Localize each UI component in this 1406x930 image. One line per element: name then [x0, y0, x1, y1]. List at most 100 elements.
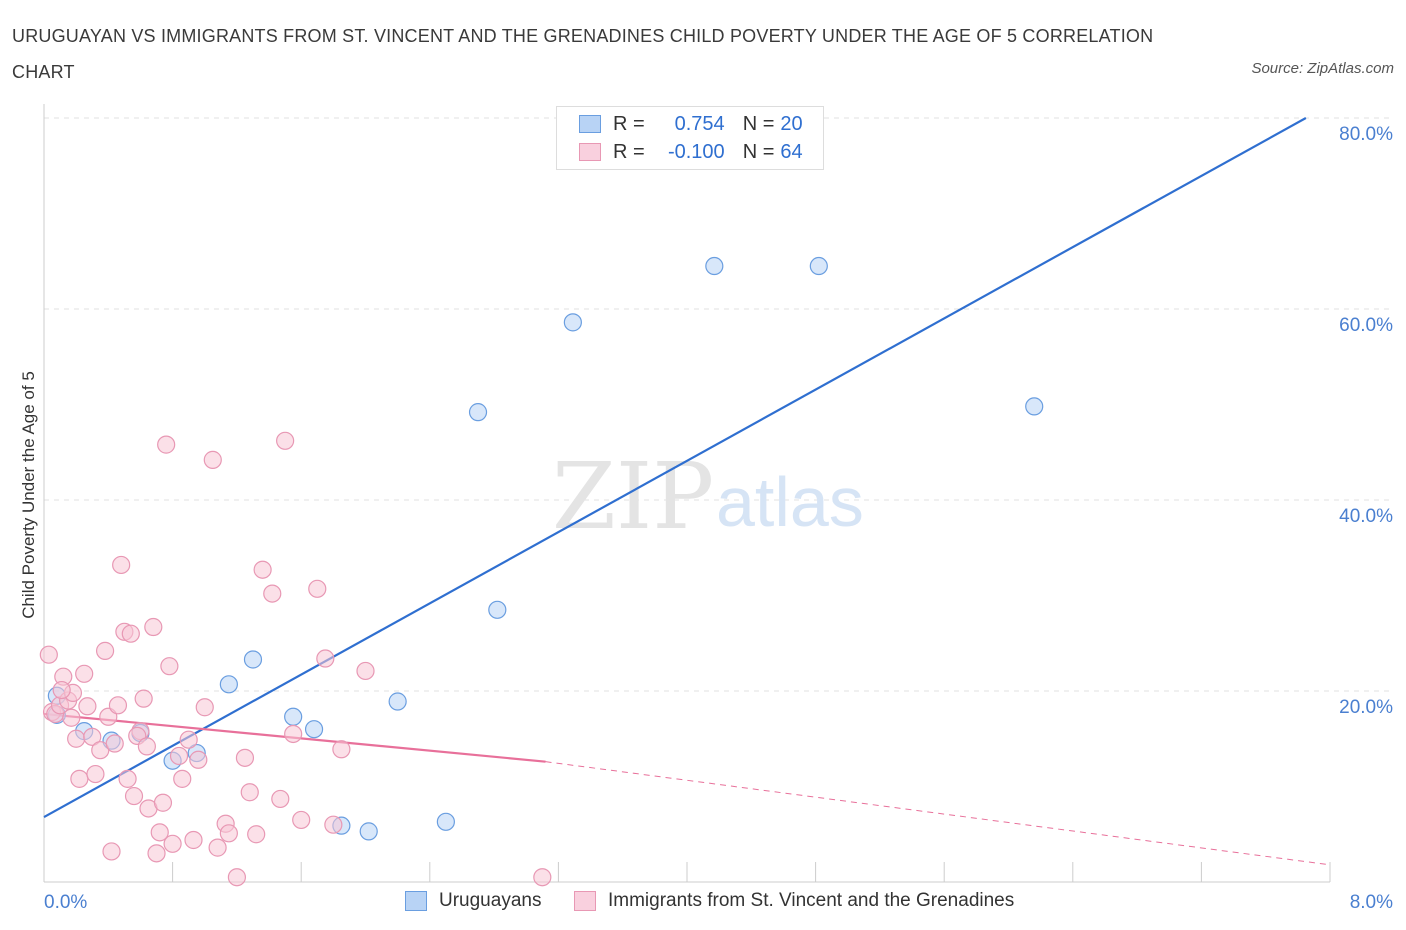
immigrants-point [108, 696, 128, 715]
immigrants-point [163, 834, 182, 853]
legend-swatch-pink [579, 143, 601, 161]
immigrants-point [62, 708, 81, 727]
immigrants-point [227, 868, 246, 887]
immigrants-point [137, 737, 156, 756]
series-legend-uruguayans[interactable]: Uruguayans [405, 890, 541, 912]
chart-title: URUGUAYAN VS IMMIGRANTS FROM ST. VINCENT… [12, 26, 1154, 82]
y-tick-label: 40.0% [1339, 506, 1393, 527]
uruguayans-point [436, 812, 455, 831]
immigrants-point [271, 789, 290, 809]
legend-r-label: R = [613, 140, 645, 163]
immigrants-point [124, 786, 144, 806]
uruguayans-point [468, 403, 488, 422]
legend-r-value: 0.754 [674, 112, 725, 135]
immigrants-point [78, 697, 97, 716]
immigrants-point [324, 815, 343, 834]
legend-row-immigrants: R = -0.100 N = 64 [579, 138, 803, 166]
immigrants-point [189, 750, 208, 769]
immigrants-point [276, 431, 295, 450]
source-label: Source: ZipAtlas.com [1251, 60, 1394, 77]
uruguayans-point [359, 822, 378, 841]
immigrants-point [179, 730, 198, 749]
uruguayans-point [563, 313, 582, 332]
uruguayans-point [488, 600, 507, 619]
series-swatch-pink [574, 891, 596, 911]
series-label-immigrants: Immigrants from St. Vincent and the Gren… [608, 890, 1015, 911]
legend-swatch-blue [579, 115, 601, 133]
immigrants-point [83, 727, 102, 746]
uruguayans-point [388, 692, 407, 711]
immigrants-point [316, 649, 335, 668]
immigrants-point [86, 764, 105, 784]
uruguayans-point [1025, 397, 1044, 416]
immigrants-point [208, 838, 227, 857]
watermark-atlas: atlas [716, 463, 864, 541]
uruguayans-point [219, 675, 238, 694]
immigrants-point [195, 698, 214, 717]
legend-n-label: N = [742, 112, 775, 135]
series-swatch-blue [405, 891, 427, 911]
tick-labels: 20.0% 40.0% 60.0% 80.0% 0.0% 8.0% [44, 124, 1393, 913]
immigrants-point [533, 868, 552, 887]
immigrants-point [102, 842, 121, 861]
watermark: ZIP atlas [552, 443, 864, 550]
x-tick-label: 8.0% [1350, 892, 1393, 913]
immigrants-point [134, 689, 153, 708]
legend-r-value: -0.100 [667, 140, 725, 163]
immigrants-point [153, 793, 173, 812]
immigrants-point [95, 641, 115, 660]
grid-lines [44, 117, 1394, 692]
immigrants-point [52, 680, 71, 700]
immigrants-point [235, 748, 255, 767]
series-legend-immigrants[interactable]: Immigrants from St. Vincent and the Gren… [574, 890, 1014, 912]
uruguayans-point [304, 720, 324, 739]
immigrants-point [247, 825, 266, 844]
y-axis-label: Child Poverty Under the Age of 5 [19, 371, 38, 619]
immigrants-point [112, 555, 131, 575]
uruguayans-trendline [43, 117, 1307, 819]
immigrants-point [240, 783, 259, 802]
legend-n-value: 64 [780, 140, 803, 163]
immigrants-point [263, 584, 282, 603]
immigrants-point [75, 664, 94, 683]
immigrants-point [169, 746, 189, 766]
immigrants-point [292, 810, 311, 830]
axes [43, 104, 1331, 883]
immigrants-point [39, 645, 58, 664]
legend-r-label: R = [613, 112, 645, 135]
immigrants-point [67, 729, 86, 748]
immigrants-point [70, 769, 89, 788]
legend-row-uruguayans: R = 0.754 N = 20 [579, 110, 803, 138]
series-label-uruguayans: Uruguayans [439, 890, 542, 911]
uruguayans-point [243, 650, 263, 669]
immigrants-point [173, 769, 192, 788]
immigrants-point [144, 617, 163, 637]
immigrants-point [332, 740, 351, 759]
immigrants-point [121, 624, 140, 643]
immigrants-point [147, 844, 166, 863]
immigrants-point [118, 769, 137, 788]
immigrants-trendline-extension [545, 761, 1331, 866]
immigrants-point [184, 830, 203, 850]
x-tick-label: 0.0% [44, 892, 87, 913]
immigrants-point [356, 661, 375, 681]
series-legend: Uruguayans Immigrants from St. Vincent a… [0, 888, 1406, 918]
immigrants-point [105, 734, 124, 753]
data-points [39, 256, 1044, 887]
y-tick-label: 60.0% [1339, 315, 1393, 336]
uruguayans-point [809, 256, 828, 276]
immigrants-point [219, 824, 238, 843]
y-tick-label: 20.0% [1339, 697, 1393, 718]
y-tick-label: 80.0% [1339, 124, 1393, 145]
uruguayans-point [705, 256, 724, 276]
immigrants-point [308, 579, 327, 598]
immigrants-point [203, 450, 222, 469]
immigrants-point [157, 435, 176, 454]
immigrants-point [253, 560, 272, 579]
correlation-legend: R = 0.754 N = 20 R = -0.100 N = 64 [556, 106, 824, 170]
immigrants-point [160, 657, 179, 676]
uruguayans-point [284, 707, 303, 726]
immigrants-point [284, 724, 303, 744]
immigrants-point [150, 823, 169, 842]
